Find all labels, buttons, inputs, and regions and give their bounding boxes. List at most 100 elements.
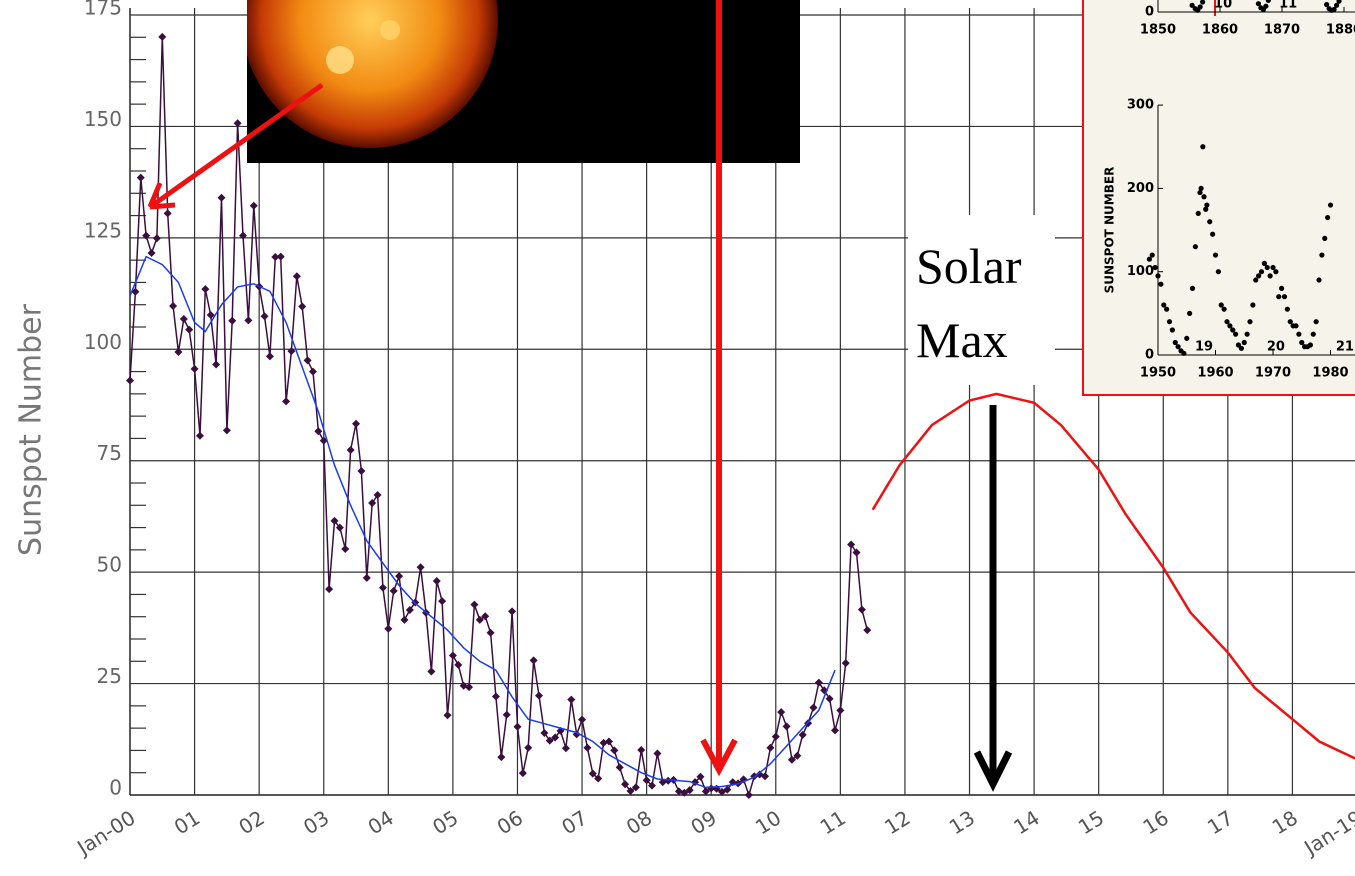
point	[1187, 310, 1193, 316]
point	[265, 352, 274, 361]
point	[443, 711, 452, 720]
point	[486, 628, 495, 637]
point	[771, 732, 780, 741]
point	[126, 376, 134, 385]
point	[1158, 281, 1164, 287]
point	[1333, 2, 1340, 8]
point	[1264, 264, 1270, 271]
x-tick-label: 02	[234, 806, 268, 840]
point	[1218, 302, 1224, 308]
point	[798, 730, 807, 739]
point	[1197, 189, 1203, 196]
x-tick-label: 1950	[1140, 366, 1176, 381]
point	[1197, 4, 1203, 10]
point	[368, 499, 377, 508]
point	[185, 325, 194, 334]
point	[723, 785, 732, 794]
point	[1189, 2, 1195, 8]
point	[384, 624, 393, 633]
point	[1155, 273, 1161, 279]
point	[653, 749, 662, 758]
point	[1281, 294, 1288, 300]
point	[1313, 319, 1319, 325]
point	[1189, 285, 1196, 291]
x-tick-label: 1860	[1202, 23, 1238, 38]
point	[1233, 331, 1239, 337]
point	[1149, 252, 1155, 258]
point	[1169, 327, 1175, 333]
point	[1221, 306, 1227, 312]
y-axis-label: Sunspot Number	[14, 303, 49, 556]
point	[1200, 0, 1206, 5]
point	[518, 769, 527, 778]
point	[1200, 144, 1206, 150]
point	[841, 659, 850, 668]
point	[142, 231, 151, 240]
y-tick-label: 125	[84, 218, 122, 242]
point	[475, 615, 484, 624]
point	[857, 605, 866, 614]
point	[1258, 269, 1265, 275]
point	[1250, 302, 1256, 308]
y-tick-label: 0	[1145, 5, 1154, 20]
point	[696, 772, 705, 781]
point	[809, 703, 818, 712]
point	[158, 32, 167, 41]
y-tick-label: 25	[97, 664, 122, 688]
x-tick-label: 1960	[1197, 366, 1233, 381]
x-tick-label: 13	[945, 806, 979, 840]
point	[1307, 342, 1313, 348]
y-tick-label: 0	[109, 776, 122, 800]
point	[352, 419, 361, 428]
point	[1247, 319, 1253, 325]
point	[578, 715, 587, 724]
series-line	[129, 255, 836, 789]
cycle-label: 20	[1267, 340, 1285, 355]
point	[1255, 1, 1262, 7]
x-tick-label: 12	[880, 806, 914, 840]
point	[847, 540, 856, 549]
point	[378, 583, 387, 592]
point	[1238, 345, 1244, 351]
point	[260, 312, 269, 321]
sun-spot	[326, 46, 354, 74]
annotation: Solar Max	[908, 215, 1055, 385]
y-tick-label: 100	[84, 330, 122, 354]
point	[298, 302, 307, 311]
point	[1276, 294, 1282, 300]
point	[438, 597, 447, 606]
point	[163, 209, 172, 218]
point	[1152, 264, 1158, 271]
point	[583, 743, 592, 752]
point	[1299, 339, 1305, 346]
point	[1244, 331, 1250, 337]
point	[540, 729, 549, 738]
point	[465, 683, 474, 692]
point	[136, 173, 145, 182]
point	[314, 427, 323, 436]
point	[276, 252, 285, 261]
point	[529, 656, 538, 665]
point	[674, 787, 683, 796]
point	[491, 692, 500, 701]
point	[1256, 273, 1262, 279]
x-tick-label: 16	[1139, 806, 1173, 840]
point	[201, 285, 210, 294]
y-axis-label: SUNSPOT NUMBER	[1103, 167, 1117, 294]
x-tick-label: Jan-00	[71, 806, 139, 861]
x-tick-label: 01	[170, 806, 204, 840]
point	[292, 272, 301, 281]
point	[308, 367, 317, 376]
y-tick-label: 150	[84, 107, 122, 131]
point	[648, 781, 657, 790]
point	[535, 691, 543, 700]
point	[761, 772, 770, 781]
x-tick-label: 09	[686, 806, 720, 840]
x-tick-label: 08	[622, 806, 656, 840]
point	[303, 356, 312, 365]
point	[1172, 339, 1178, 346]
point	[1198, 185, 1204, 191]
x-tick-label: 14	[1009, 806, 1043, 840]
point	[427, 667, 436, 676]
